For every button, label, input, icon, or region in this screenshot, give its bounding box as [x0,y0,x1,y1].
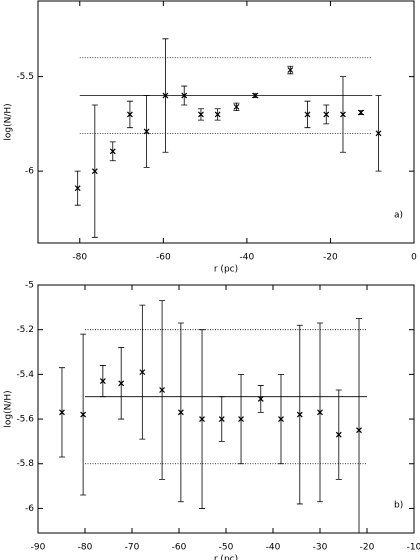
data-group [74,38,382,238]
x-axis-label: r (pc) [214,555,238,560]
x-axis-label: r (pc) [214,265,238,275]
x-tick-label: -40 [266,543,281,553]
marker [214,111,221,118]
x-tick-label: -70 [125,543,140,553]
y-tick-label: -5.2 [16,325,34,335]
x-tick-label: -20 [360,543,375,553]
x-tick-label: -60 [172,543,187,553]
marker [199,416,205,422]
marker [358,109,364,116]
marker [335,431,342,438]
data-group [58,300,363,533]
marker [59,409,65,416]
marker [340,111,346,118]
marker [233,103,240,110]
x-tick-label: -10 [407,543,420,553]
plot-frame [37,284,415,534]
y-tick-label: -5.6 [16,415,34,425]
marker [323,111,330,118]
y-tick-label: -5 [25,281,34,291]
x-tick-label: -60 [156,253,171,263]
marker [139,369,146,376]
x-tick-label: -90 [31,543,46,553]
marker [257,396,264,402]
y-axis-label: log(N/H) [4,390,14,427]
marker [356,427,362,434]
marker [296,411,303,418]
marker [177,409,184,416]
marker [80,411,87,418]
marker [109,148,116,155]
marker [74,185,81,192]
y-tick-label: -6 [25,167,34,177]
x-tick-label: -80 [78,543,93,553]
y-tick-label: -6 [25,504,34,514]
marker [252,92,259,99]
marker [304,111,311,118]
x-tick-label: -40 [240,253,255,263]
y-tick-label: -5.5 [16,72,34,82]
marker [218,416,225,422]
marker [375,130,382,137]
marker [91,168,98,175]
x-tick-label: -20 [323,253,338,263]
marker [143,128,150,135]
x-tick-label: -30 [313,543,328,553]
marker [198,111,204,118]
panel-label: b) [394,501,403,511]
y-axis-label: log(N/H) [4,103,14,140]
y-tick-label: -5.8 [16,459,34,469]
marker [278,416,284,422]
marker [99,378,106,384]
marker [162,92,169,99]
marker [181,92,188,99]
marker [238,416,244,422]
marker [317,409,323,416]
x-tick-label: -80 [72,253,87,263]
x-tick-label: -50 [219,543,234,553]
x-tick-label: 0 [411,253,417,263]
marker [159,387,166,393]
y-tick-label: -5.4 [16,370,34,380]
marker [126,111,133,118]
marker [287,67,294,73]
marker [118,380,125,387]
plot-frame [37,0,415,244]
panel-label: a) [394,211,403,221]
